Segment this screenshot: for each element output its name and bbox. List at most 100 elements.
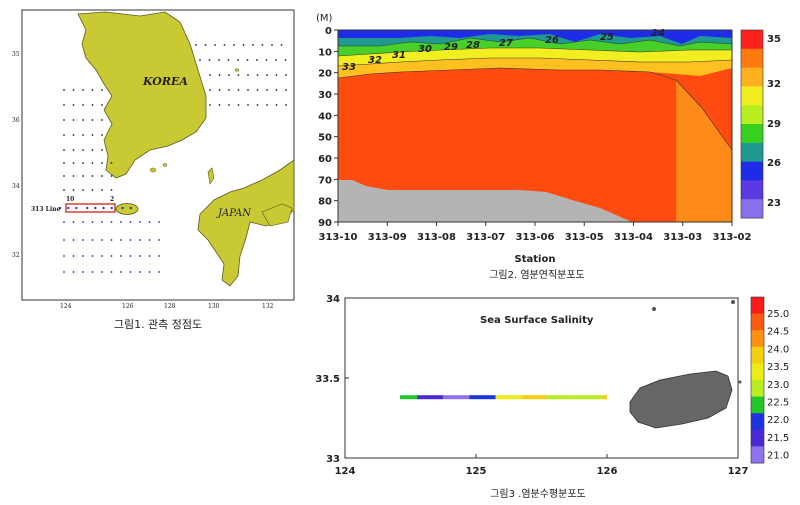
station-dot bbox=[209, 104, 211, 106]
lon-tick: 126 bbox=[122, 303, 134, 310]
contour-label: 24 bbox=[651, 28, 665, 39]
station-dot bbox=[256, 89, 259, 91]
station-dot bbox=[139, 239, 141, 241]
station-dot bbox=[139, 255, 141, 257]
colorbar-swatch bbox=[741, 161, 763, 181]
station-dot bbox=[101, 119, 103, 121]
depth-axis: 0 10 20 30 40 50 60 70 80 90 bbox=[318, 26, 338, 229]
colorbar-swatch bbox=[751, 346, 764, 364]
jeju-island-fig3 bbox=[629, 370, 733, 429]
station-dot bbox=[101, 239, 103, 241]
colorbar-swatch bbox=[741, 30, 763, 50]
lat-tick: 36 bbox=[12, 117, 20, 124]
station-dot bbox=[129, 255, 132, 257]
shikoku-island bbox=[261, 203, 293, 227]
station-dot bbox=[101, 104, 103, 106]
station-dot bbox=[214, 44, 216, 46]
station-dot bbox=[110, 255, 113, 257]
lon-tick-label: 126 bbox=[597, 466, 618, 477]
station-dot bbox=[237, 104, 240, 106]
salinity-blue-layers bbox=[338, 30, 732, 44]
station-dot bbox=[204, 44, 207, 46]
station-dot bbox=[91, 89, 94, 91]
station-dot bbox=[233, 44, 235, 46]
lon-tick-label: 127 bbox=[728, 466, 749, 477]
station-dot bbox=[280, 44, 283, 46]
lat-tick: 34 bbox=[12, 183, 20, 190]
station-dot bbox=[91, 119, 94, 121]
station-dot bbox=[284, 59, 287, 61]
island bbox=[234, 68, 240, 72]
contour-label: 33 bbox=[342, 62, 356, 73]
lat-tick-label: 34 bbox=[326, 294, 340, 305]
colorbar-label: 21.5 bbox=[767, 433, 789, 444]
station-dot bbox=[63, 189, 65, 191]
contour-label: 30 bbox=[418, 44, 432, 55]
korea-label: KOREA bbox=[142, 75, 188, 88]
depth-tick-label: 50 bbox=[318, 133, 332, 144]
station-dot bbox=[110, 162, 113, 164]
colorbar-swatch bbox=[751, 313, 764, 331]
station-dot bbox=[91, 239, 94, 241]
station-dot bbox=[275, 104, 278, 106]
station-dot bbox=[72, 189, 75, 191]
station-dot bbox=[271, 44, 273, 46]
contour-label: 31 bbox=[392, 50, 406, 61]
station-dot bbox=[148, 239, 151, 241]
section-colorbar: 35 32 29 26 23 bbox=[740, 29, 781, 219]
line-station-dot bbox=[94, 206, 97, 210]
salinity-segment bbox=[548, 395, 575, 400]
colorbar-label: 22.0 bbox=[767, 415, 789, 426]
station-dot bbox=[72, 89, 75, 91]
colorbar-swatch bbox=[751, 297, 764, 315]
contour-label: 32 bbox=[368, 55, 382, 66]
station-dot bbox=[209, 89, 211, 91]
station-dot bbox=[209, 74, 211, 76]
station-dot bbox=[242, 44, 245, 46]
station-dot bbox=[139, 271, 141, 273]
colorbar-label: 35 bbox=[767, 34, 781, 45]
colorbar-swatch bbox=[751, 446, 764, 464]
station-dot bbox=[72, 221, 75, 223]
salinity-segment bbox=[400, 395, 418, 400]
station-tick-label: 313-06 bbox=[516, 232, 555, 243]
salinity-32-area bbox=[676, 80, 732, 222]
station-dot bbox=[120, 271, 122, 273]
station-dot bbox=[72, 175, 75, 177]
station-dot bbox=[101, 189, 103, 191]
depth-tick-label: 60 bbox=[318, 154, 332, 165]
station-dot bbox=[63, 149, 65, 151]
station-dot bbox=[158, 221, 160, 223]
colorbar-swatch bbox=[751, 396, 764, 414]
station-dot bbox=[139, 221, 141, 223]
station-dot bbox=[91, 134, 94, 136]
colorbar-frame bbox=[740, 29, 764, 219]
colorbar-label: 24.5 bbox=[767, 327, 789, 338]
station-dot bbox=[82, 149, 84, 151]
station-dot bbox=[82, 89, 84, 91]
islet bbox=[731, 300, 735, 304]
station-dot bbox=[82, 221, 84, 223]
station-dot bbox=[227, 59, 230, 61]
station-dot bbox=[110, 189, 113, 191]
vertical-salinity-section: (M) 33 32 31 30 29 28 27 26 25 24 0 10 20 3… bbox=[316, 13, 781, 281]
station-dot bbox=[129, 239, 132, 241]
figure2-caption: 그림2. 염분연직분포도 bbox=[489, 269, 585, 281]
salinity-segment bbox=[574, 395, 601, 400]
station-dot bbox=[246, 59, 249, 61]
salinity-segment bbox=[469, 395, 496, 400]
station-dot bbox=[63, 134, 65, 136]
colorbar-label: 25.0 bbox=[767, 309, 789, 320]
figure1-caption: 그림1. 관측 정점도 bbox=[114, 318, 202, 331]
station-dot bbox=[266, 74, 268, 76]
station-dot bbox=[72, 255, 75, 257]
station-dot bbox=[110, 221, 113, 223]
station-dot bbox=[91, 271, 94, 273]
lat-tick-label: 33.5 bbox=[315, 374, 340, 385]
station-dot bbox=[158, 255, 160, 257]
station-dot bbox=[63, 89, 65, 91]
salinity-segment bbox=[495, 395, 522, 400]
station-dot bbox=[110, 239, 113, 241]
colorbar-label: 29 bbox=[767, 119, 781, 130]
